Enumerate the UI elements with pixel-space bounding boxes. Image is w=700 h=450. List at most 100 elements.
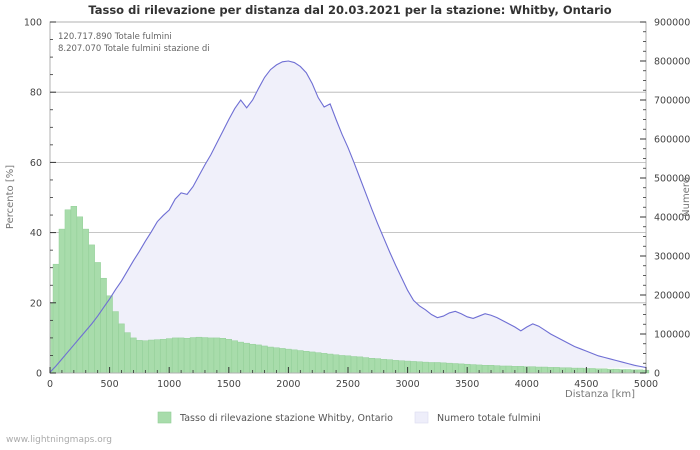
detection-rate-bar <box>207 337 215 374</box>
detection-rate-bar <box>279 348 286 374</box>
x-tick-label: 3500 <box>455 379 479 390</box>
x-tick-label: 500 <box>101 379 119 390</box>
detection-rate-bar <box>100 277 107 374</box>
detection-rate-bar <box>183 338 191 374</box>
y-tick-label-right: 100000 <box>654 330 690 341</box>
detection-rate-bar <box>481 365 489 374</box>
detection-rate-bar <box>148 339 155 374</box>
annotation-station-lightning: 8.207.070 Totale fulmini stazione di <box>58 44 210 54</box>
y-tick-label-left: 0 <box>36 369 42 380</box>
x-tick-label: 3000 <box>396 379 420 390</box>
detection-rate-bar <box>189 337 197 374</box>
detection-rate-bar <box>82 228 89 374</box>
detection-rate-bar <box>315 352 322 374</box>
y-tick-label-right: 0 <box>654 369 660 380</box>
detection-rate-bar <box>350 356 358 374</box>
detection-rate-bar <box>613 368 620 374</box>
detection-rate-bar <box>106 295 113 374</box>
detection-rate-bar <box>362 357 370 374</box>
x-tick-label: 1000 <box>157 379 181 390</box>
detection-rate-bar <box>88 244 95 374</box>
detection-rate-bar <box>493 365 501 374</box>
x-tick-label: 4500 <box>574 379 598 390</box>
x-tick-label: 1500 <box>217 379 241 390</box>
annotation-total-lightning: 120.717.890 Totale fulmini <box>58 32 172 42</box>
y-tick-label-left: 60 <box>30 158 42 169</box>
detection-rate-bar <box>541 366 548 374</box>
detection-rate-bar <box>64 209 72 374</box>
detection-rate-bar <box>469 364 477 374</box>
detection-rate-bar <box>136 340 143 374</box>
detection-rate-bar <box>58 228 66 374</box>
detection-rate-bar <box>130 337 137 374</box>
y-tick-label-right: 500000 <box>654 174 690 185</box>
detection-rate-bar <box>338 355 346 374</box>
detection-rate-bar <box>237 341 244 374</box>
x-tick-label: 4000 <box>515 379 539 390</box>
x-tick-label: 2000 <box>276 379 300 390</box>
detection-rate-bar <box>446 362 453 374</box>
detection-rate-bar <box>177 337 185 374</box>
y-tick-label-left: 80 <box>30 88 42 99</box>
detection-rate-bar <box>76 216 83 374</box>
detection-rate-bar <box>303 350 310 374</box>
detection-rate-bar <box>529 366 536 374</box>
legend: Tasso di rilevazione stazione Whitby, On… <box>157 411 541 424</box>
detection-rate-bar <box>374 358 381 374</box>
detection-rate-bar <box>517 366 525 374</box>
x-tick-label: 5000 <box>634 379 658 390</box>
x-tick-label: 2500 <box>336 379 360 390</box>
legend-label-detection-rate: Tasso di rilevazione stazione Whitby, On… <box>179 413 393 424</box>
detection-rate-bar <box>297 350 304 374</box>
detection-rate-bar <box>326 353 334 374</box>
detection-rate-bar <box>398 360 405 374</box>
detection-rate-bar <box>213 337 221 374</box>
total-lightning-line <box>49 60 647 373</box>
x-axis: 0 500 1000 1500 2000 2500 3000 3500 4000 4500 5000 <box>47 367 658 390</box>
y-axis-left: 0 20 40 60 80 100 <box>24 18 56 380</box>
y-axis-right: 0 100000 200000 300000 400000 500000 600000 700… <box>640 18 690 380</box>
detection-rate-bar <box>52 263 60 374</box>
x-tick-label: 0 <box>47 379 53 390</box>
detection-rate-bar <box>422 361 429 374</box>
detection-rate-bar <box>160 339 167 374</box>
detection-rate-bar <box>118 323 125 374</box>
detection-rate-bar <box>261 345 268 374</box>
detection-rate-bar <box>458 363 465 374</box>
y-tick-label-right: 400000 <box>654 213 690 224</box>
legend-swatch-total-lightning <box>414 411 429 424</box>
detection-rate-bar <box>171 337 179 374</box>
y-tick-label-right: 200000 <box>654 291 690 302</box>
detection-rate-bar <box>94 262 101 374</box>
y-tick-label-right: 700000 <box>654 96 690 107</box>
detection-rate-bar <box>124 332 131 374</box>
detection-rate-bar <box>309 351 316 374</box>
y-tick-label-left: 20 <box>30 298 42 309</box>
detection-rate-bar <box>154 339 161 374</box>
legend-swatch-detection-rate <box>157 411 172 424</box>
detection-rate-bar <box>142 340 149 374</box>
detection-rate-bar <box>195 336 203 374</box>
y-axis-right-title: Numero <box>681 177 692 217</box>
detection-rate-bar <box>386 359 393 374</box>
page-title: Tasso di rilevazione per distanza dal 20… <box>88 3 611 17</box>
legend-label-total-lightning: Numero totale fulmini <box>437 413 541 424</box>
detection-rate-bar <box>201 337 209 374</box>
detection-rate-bar <box>505 365 513 374</box>
y-tick-label-right: 800000 <box>654 57 690 68</box>
y-tick-label-right: 600000 <box>654 135 690 146</box>
detection-rate-bars <box>49 206 650 374</box>
detection-rate-bar <box>434 362 441 374</box>
total-lightning-area <box>50 61 646 373</box>
detection-rate-bar <box>291 349 298 374</box>
detection-rate-bar <box>243 342 250 374</box>
y-tick-label-left: 100 <box>24 18 42 29</box>
detection-rate-bar <box>624 369 632 374</box>
x-axis-title: Distanza [km] <box>565 389 635 400</box>
detection-rate-bar <box>255 344 262 374</box>
y-tick-label-right: 300000 <box>654 252 690 263</box>
detection-rate-bar <box>273 347 280 374</box>
detection-rate-bar <box>553 367 560 374</box>
detection-rate-bar <box>565 367 572 374</box>
